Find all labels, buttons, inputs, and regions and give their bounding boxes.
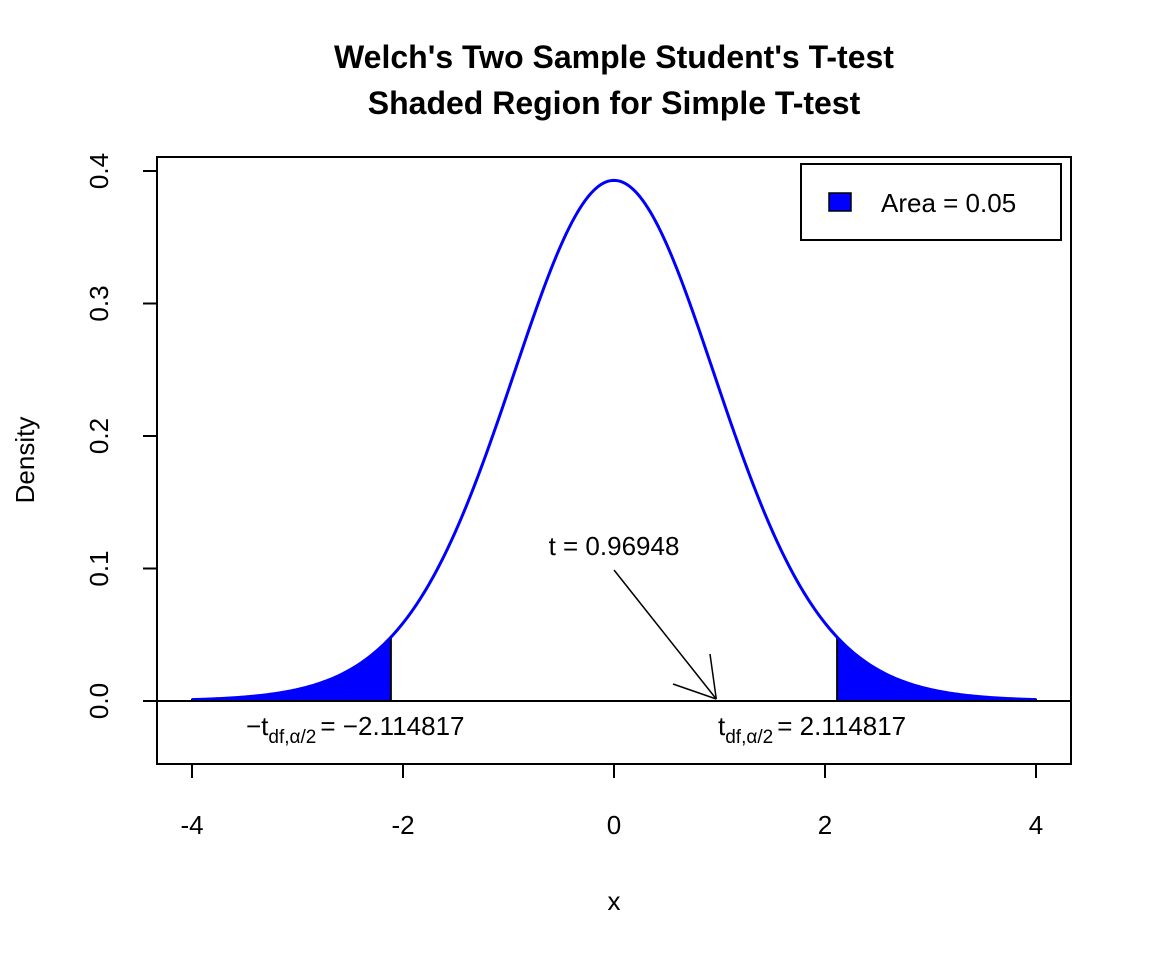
left-crit-value: = −2.114817: [320, 711, 464, 741]
y-tick-label: 0.1: [84, 550, 114, 586]
x-tick-label: -2: [391, 810, 414, 840]
y-tick-label: 0.3: [84, 285, 114, 321]
arrow-shaft: [613, 569, 717, 700]
plot-frame: [156, 156, 1072, 765]
t-statistic-label: t = 0.96948: [549, 531, 680, 561]
legend-swatch: [828, 192, 852, 212]
density-curve: [191, 178, 1037, 702]
y-tick-label: 0.0: [84, 683, 114, 719]
x-tick-label: 2: [818, 810, 832, 840]
y-tick-label: 0.2: [84, 418, 114, 454]
y-axis: 0.0 0.1 0.2 0.3 0.4: [84, 153, 158, 719]
x-tick-label: 4: [1029, 810, 1043, 840]
arrow-head-left: [672, 683, 717, 700]
left-critical-label: −tdf,α/2 = −2.114817: [246, 711, 465, 748]
right-crit-value: = 2.114817: [777, 711, 906, 741]
legend: Area = 0.05: [800, 163, 1062, 241]
legend-label: Area = 0.05: [881, 188, 1016, 218]
t-statistic-arrow: [613, 569, 718, 700]
left-crit-symbol: −t: [246, 711, 269, 741]
right-critical-label: tdf,α/2 = 2.114817: [718, 711, 906, 748]
y-axis-label: Density: [10, 417, 40, 504]
x-tick-label: 0: [607, 810, 621, 840]
x-tick-label: -4: [180, 810, 203, 840]
shaded-regions: [191, 634, 1037, 702]
x-axis-label: x: [608, 886, 621, 916]
right-crit-subscript: df,α/2: [725, 727, 773, 748]
left-crit-subscript: df,α/2: [268, 727, 316, 748]
arrow-head-right: [709, 653, 718, 700]
chart-title-line-1: Welch's Two Sample Student's T-test: [334, 39, 894, 75]
y-tick-label: 0.4: [84, 153, 114, 189]
chart-title-line-2: Shaded Region for Simple T-test: [368, 85, 861, 121]
x-axis: -4 -2 0 2 4: [180, 763, 1043, 840]
right-crit-symbol: t: [718, 711, 726, 741]
